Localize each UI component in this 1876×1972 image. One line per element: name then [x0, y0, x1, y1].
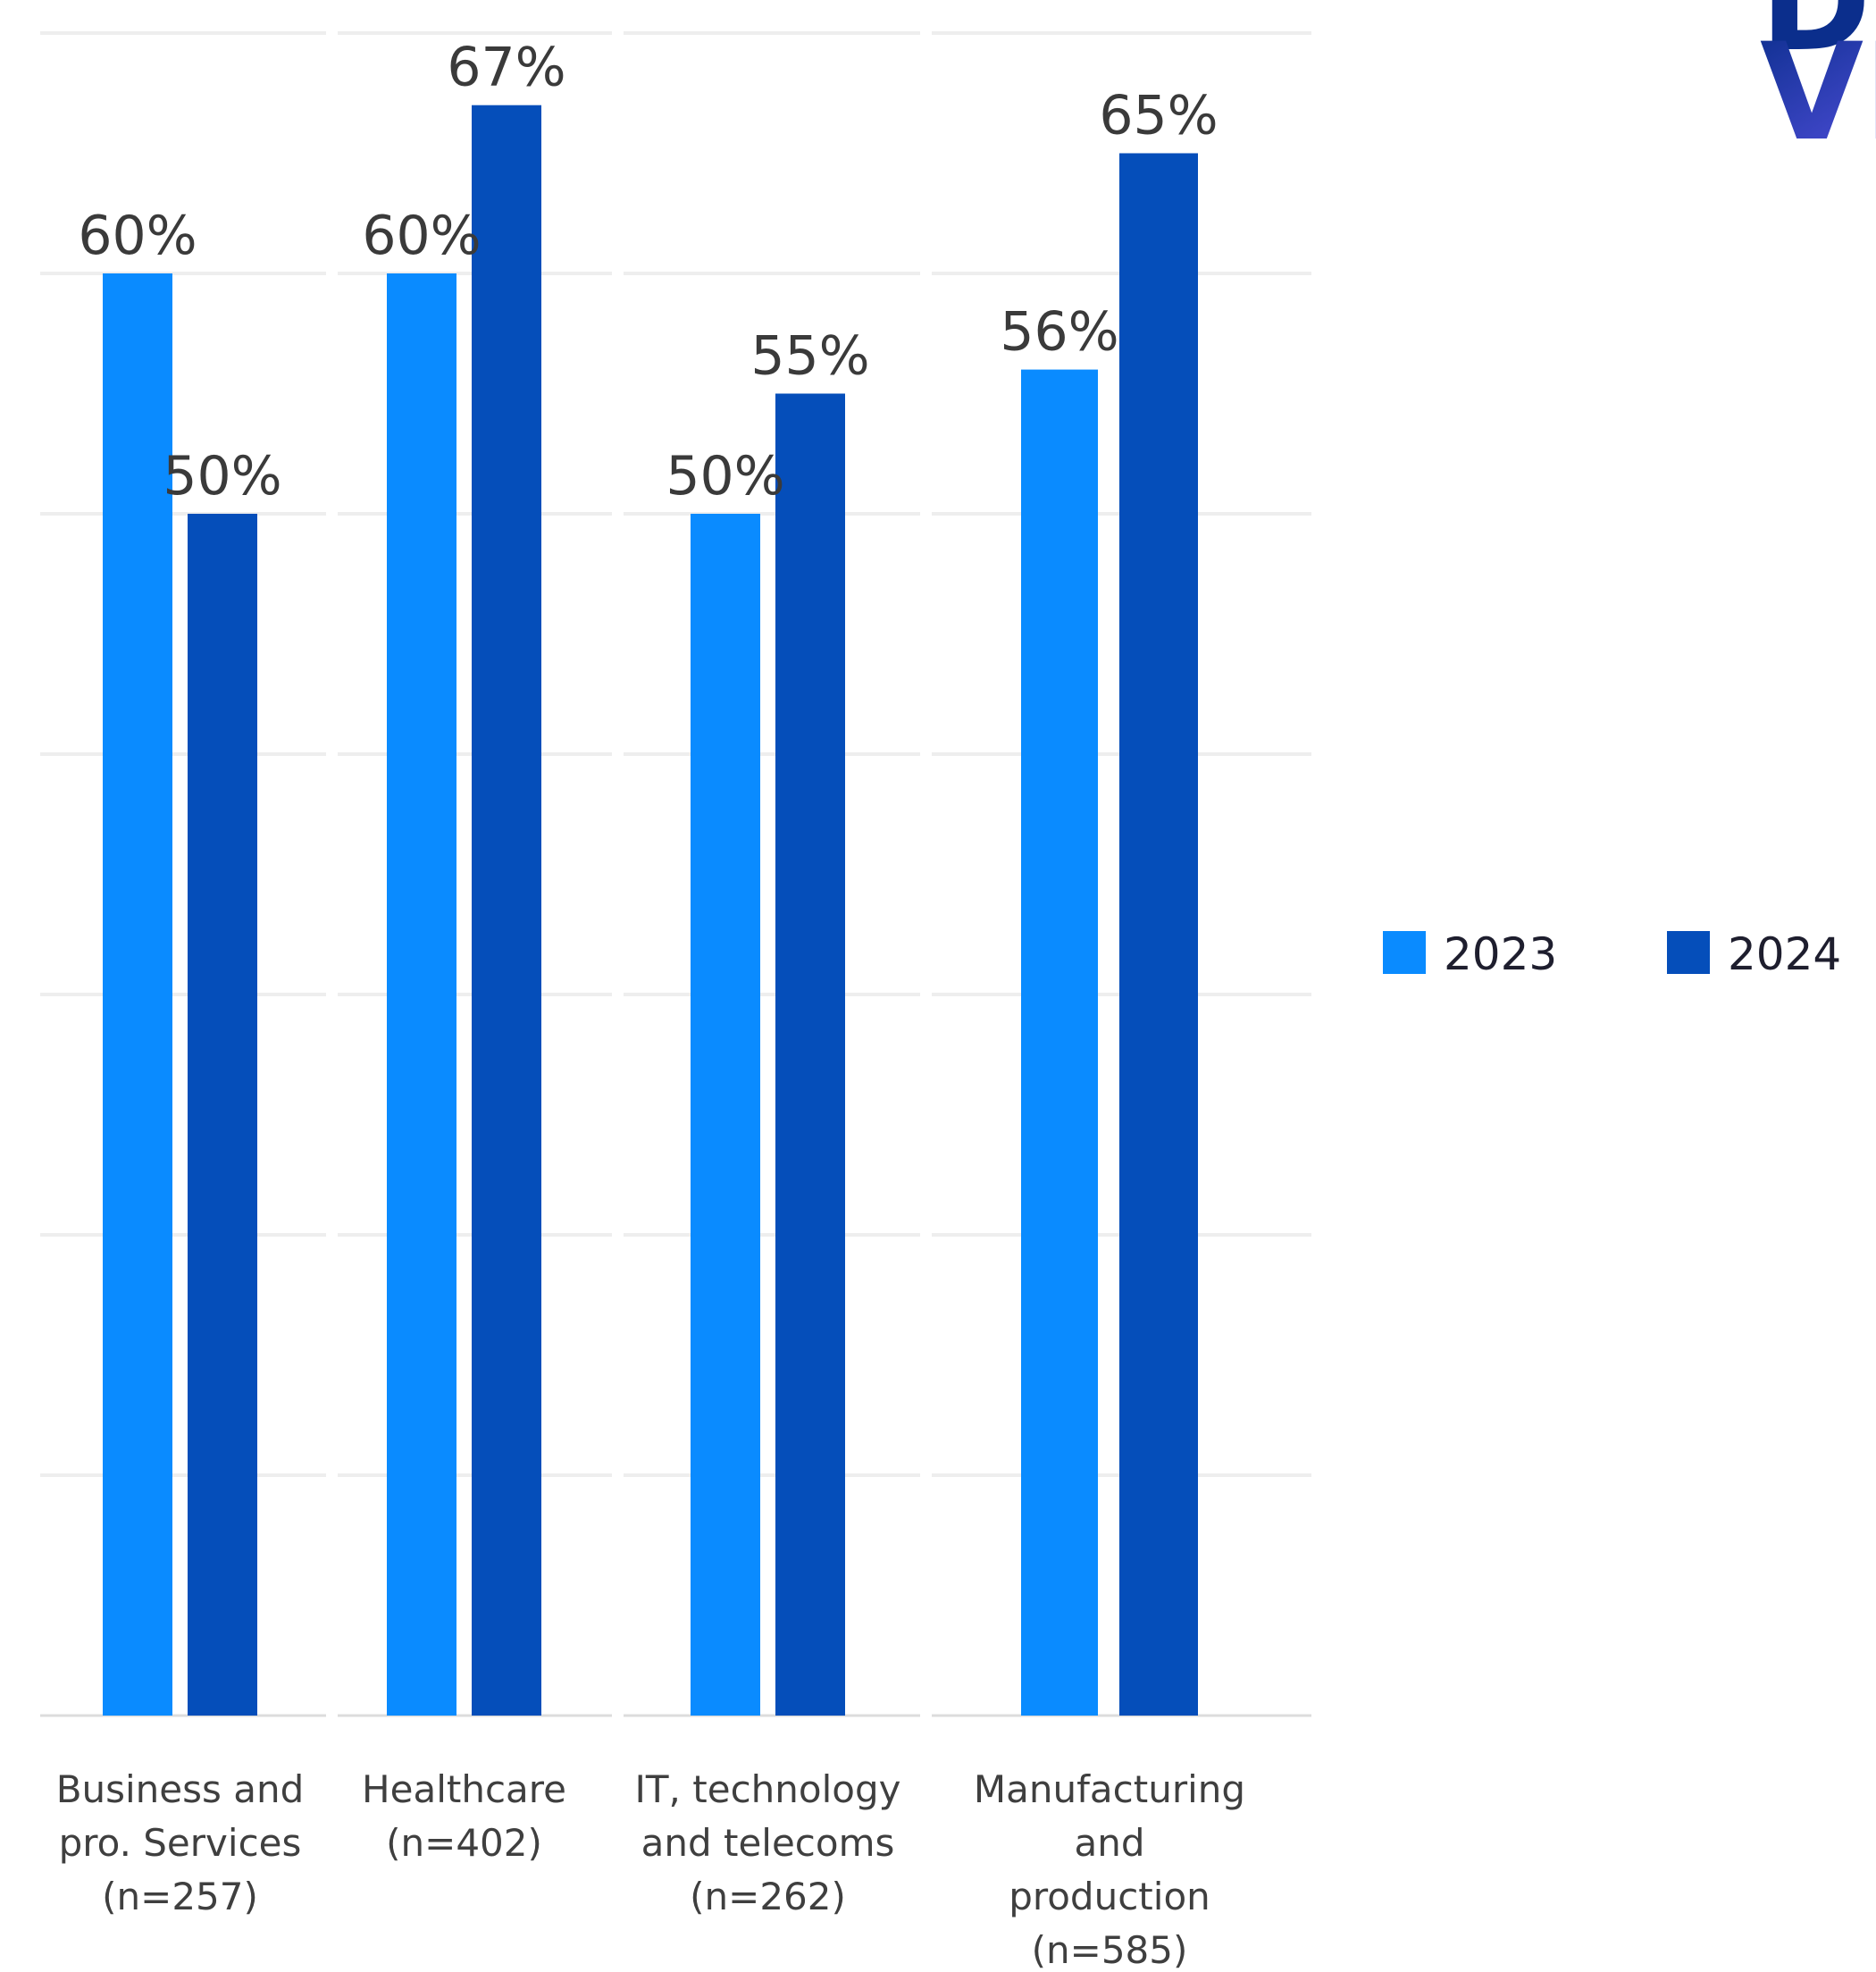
category-label: Business and pro. Services (n=257): [56, 1767, 305, 1918]
logo-line-1: DIG: [1760, 0, 1876, 81]
value-labels: 60% 60% 50% 56% 50% 67% 55% 65%: [78, 37, 1218, 508]
value-label: 67%: [447, 37, 565, 99]
logo: DIG VIS: [1760, 0, 1876, 171]
value-label: 60%: [362, 205, 481, 267]
legend-swatch-2023: [1383, 931, 1426, 974]
bars: [103, 105, 1198, 1716]
value-label: 65%: [1099, 85, 1218, 147]
legend-swatch-2024: [1667, 931, 1710, 974]
value-label: 55%: [750, 325, 869, 388]
bar-2023-0: [103, 273, 172, 1716]
bar-2023-3: [1021, 369, 1098, 1716]
legend-label-2023: 2023: [1444, 928, 1557, 980]
bar-2024-1: [472, 105, 541, 1716]
value-label: 60%: [78, 205, 197, 267]
legend-label-2024: 2024: [1728, 928, 1841, 980]
bar-2024-3: [1119, 153, 1198, 1716]
legend: 2023 2024: [1383, 928, 1841, 980]
category-label: IT, technology and telecoms (n=262): [635, 1767, 901, 1918]
value-label: 50%: [163, 445, 281, 508]
value-label: 50%: [666, 445, 784, 508]
logo-line-2: VIS: [1760, 15, 1876, 171]
bar-2024-0: [188, 514, 257, 1716]
bar-2024-2: [775, 393, 845, 1716]
bar-2023-1: [387, 273, 456, 1716]
category-label: Manufacturing and production (n=585): [974, 1767, 1245, 1972]
category-labels: Business and pro. Services (n=257) Healthca…: [56, 1767, 1245, 1972]
bar-2023-2: [691, 514, 760, 1716]
value-label: 56%: [1000, 301, 1118, 364]
category-label: Healthcare (n=402): [362, 1767, 566, 1865]
